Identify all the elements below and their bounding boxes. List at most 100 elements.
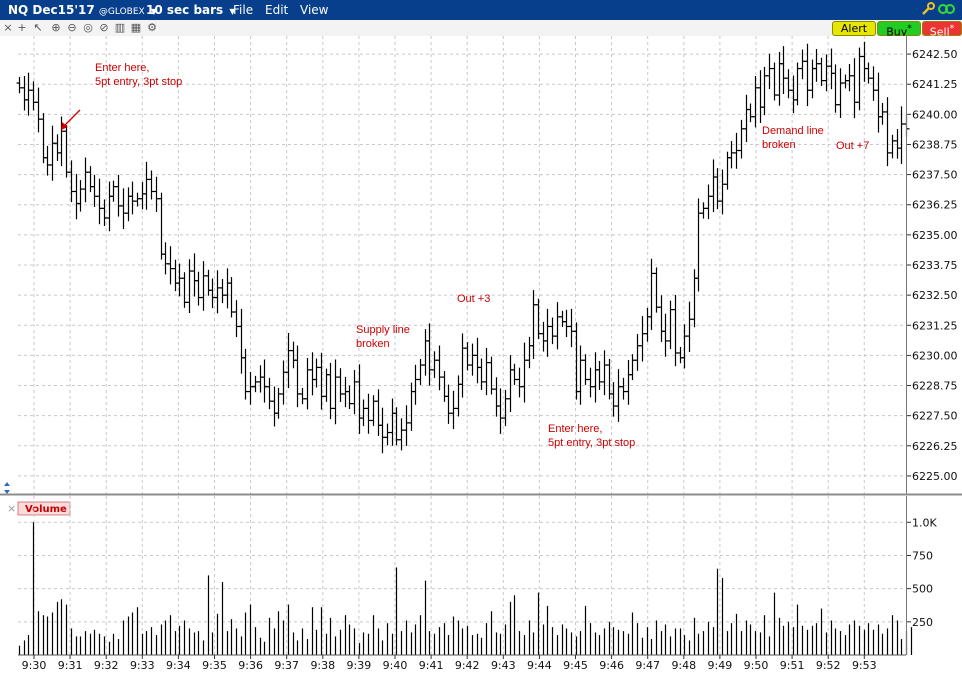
price-tick-label: 6235.00 [912, 229, 958, 242]
bar-size-label: 10 sec bars [146, 3, 224, 17]
link-icon[interactable] [937, 1, 957, 20]
crosshair-icon[interactable]: + [17, 21, 27, 34]
time-tick-label: 9:33 [130, 659, 155, 672]
menu-file[interactable]: File [233, 3, 254, 17]
buy-button[interactable]: Buy* [877, 21, 921, 39]
trade-annotation: Enter here, 5pt entry, 3pt stop [548, 423, 635, 449]
time-tick-label: 9:42 [455, 659, 480, 672]
annotation-line: 5pt entry, 3pt stop [95, 76, 182, 88]
volume-tick-label: 250 [912, 616, 933, 629]
volume-axis: 1.0K 750 500 250 [906, 496, 937, 655]
annotation-line: broken [356, 338, 390, 350]
chart-type-icon[interactable]: ▥ [114, 21, 126, 34]
annotations: Enter here, 5pt entry, 3pt stop Supply lin… [61, 62, 869, 449]
volume-bars [18, 522, 913, 655]
volume-tick-label: 1.0K [912, 516, 937, 529]
pane-close-icon[interactable]: × [7, 502, 16, 515]
time-tick-label: 9:36 [238, 659, 263, 672]
annotation-line: Enter here, [548, 423, 602, 435]
price-tick-label: 6233.75 [912, 259, 958, 272]
trade-annotation: Supply line broken [356, 324, 410, 350]
time-tick-label: 9:48 [671, 659, 696, 672]
time-tick-label: 9:50 [744, 659, 769, 672]
price-tick-label: 6242.50 [912, 48, 958, 61]
time-tick-label: 9:35 [202, 659, 227, 672]
trade-annotation: Out +3 [457, 293, 490, 305]
zoom-out-icon[interactable]: ⊖ [67, 21, 77, 34]
price-grid [18, 36, 906, 494]
time-axis: 9:30 9:31 9:32 9:33 9:34 9:35 9:36 9:37 9:38 9:39… [22, 655, 877, 672]
price-tick-label: 6237.50 [912, 169, 958, 182]
annotation-line: Out +3 [457, 293, 490, 305]
zoom-reset-icon[interactable]: ⊘ [99, 21, 109, 34]
annotation-line: broken [762, 139, 796, 151]
annotation-line: Out +7 [836, 140, 869, 152]
chart-toolbar: × + ↖ ⊕ ⊖ ◎ ⊘ ▥ ▦ ⚙ Alert Buy* Sell* [0, 20, 962, 39]
annotation-line: Demand line [762, 125, 824, 137]
volume-tick-label: 750 [912, 549, 933, 562]
time-tick-label: 9:43 [491, 659, 516, 672]
symbol-selector[interactable]: NQ Dec15'17 @GLOBEX ▼ [8, 3, 157, 17]
menu-view[interactable]: View [300, 3, 329, 17]
chart-area[interactable]: 6242.50 6241.25 6240.00 6238.75 6237.50 6236.… [0, 36, 962, 676]
price-tick-label: 6226.25 [912, 440, 958, 453]
price-tick-label: 6241.25 [912, 78, 958, 91]
close-icon[interactable]: × [3, 21, 13, 34]
price-tick-label: 6227.50 [912, 410, 958, 423]
price-tick-label: 6231.25 [912, 319, 958, 332]
time-tick-label: 9:38 [310, 659, 335, 672]
draw-icon[interactable]: ↖ [33, 21, 43, 34]
price-axis: 6242.50 6241.25 6240.00 6238.75 6237.50 6236.… [906, 36, 958, 494]
time-tick-label: 9:47 [635, 659, 660, 672]
zoom-in-icon[interactable]: ⊕ [51, 21, 61, 34]
time-tick-label: 9:31 [58, 659, 83, 672]
volume-label: Volume [25, 504, 67, 515]
price-bars [16, 41, 910, 454]
chart-background [0, 36, 962, 676]
time-tick-label: 9:40 [383, 659, 408, 672]
time-tick-label: 9:52 [816, 659, 841, 672]
annotation-arrowhead [61, 122, 68, 130]
trade-annotation: Enter here, 5pt entry, 3pt stop [95, 62, 182, 88]
trade-annotation: Out +7 [836, 140, 869, 152]
price-tick-label: 6238.75 [912, 138, 958, 151]
price-tick-label: 6225.00 [912, 470, 958, 483]
price-tick-label: 6230.00 [912, 349, 958, 362]
annotation-line: Enter here, [95, 62, 149, 74]
time-tick-label: 9:41 [419, 659, 444, 672]
price-tick-label: 6228.75 [912, 380, 958, 393]
time-tick-label: 9:34 [166, 659, 191, 672]
title-bar: NQ Dec15'17 @GLOBEX ▼ 10 sec bars ▼ File… [0, 0, 962, 20]
annotation-line: Supply line [356, 324, 410, 336]
time-tick-label: 9:37 [274, 659, 299, 672]
pane-resize-icon[interactable] [4, 482, 10, 494]
settings-icon[interactable]: ⚙ [147, 21, 157, 34]
wrench-icon[interactable] [920, 1, 936, 20]
price-tick-label: 6240.00 [912, 108, 958, 121]
price-tick-label: 6236.25 [912, 199, 958, 212]
time-tick-label: 9:44 [527, 659, 552, 672]
volume-tick-label: 500 [912, 583, 933, 596]
chevron-down-icon: ▼ [150, 7, 158, 16]
time-tick-label: 9:39 [347, 659, 372, 672]
exchange-label: @GLOBEX [98, 7, 145, 17]
time-tick-label: 9:46 [599, 659, 624, 672]
bar-size-selector[interactable]: 10 sec bars ▼ [146, 3, 236, 17]
trade-annotation: Demand line broken [762, 125, 824, 151]
grid-icon[interactable]: ▦ [130, 21, 142, 34]
menu-edit[interactable]: Edit [265, 3, 289, 17]
annotation-arrow [62, 109, 81, 128]
target-icon[interactable]: ◎ [83, 21, 93, 34]
annotation-line: 5pt entry, 3pt stop [548, 437, 635, 449]
alert-button[interactable]: Alert [832, 21, 876, 36]
time-tick-label: 9:53 [852, 659, 877, 672]
time-tick-label: 9:32 [94, 659, 119, 672]
time-tick-label: 9:45 [563, 659, 588, 672]
time-tick-label: 9:49 [708, 659, 733, 672]
sell-button[interactable]: Sell* [922, 21, 962, 39]
time-tick-label: 9:51 [780, 659, 805, 672]
price-tick-label: 6232.50 [912, 289, 958, 302]
buy-label: Buy [886, 25, 908, 39]
sell-label: Sell [929, 25, 950, 39]
time-tick-label: 9:30 [22, 659, 47, 672]
